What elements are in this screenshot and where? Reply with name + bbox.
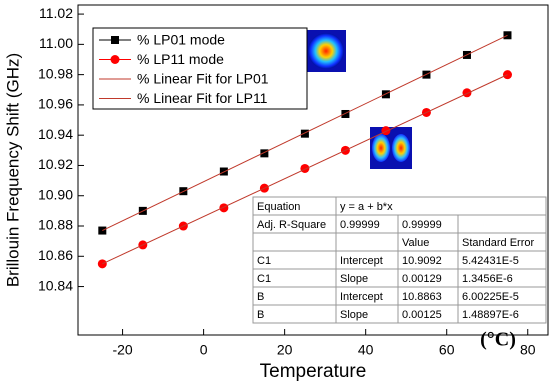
y-tick-label: 10.84 bbox=[38, 277, 73, 293]
fit-line bbox=[102, 74, 508, 265]
table-cell: 0.99999 bbox=[402, 219, 442, 231]
y-tick-label: 10.94 bbox=[38, 126, 73, 142]
table-cell: B bbox=[257, 309, 264, 321]
table-cell: Slope bbox=[340, 273, 368, 285]
y-tick-label: 11.00 bbox=[39, 35, 73, 51]
table-cell: C1 bbox=[257, 273, 271, 285]
data-point bbox=[260, 149, 269, 158]
table-cell: 1.3456E-6 bbox=[462, 273, 513, 285]
fit-table: Equation y = a + b*x Adj. R-Square 0.99999 0… bbox=[252, 196, 547, 324]
table-cell: Standard Error bbox=[462, 237, 534, 249]
y-tick-label: 10.92 bbox=[38, 156, 73, 172]
y-tick-label: 10.96 bbox=[38, 96, 73, 112]
y-tick-label: 10.90 bbox=[38, 186, 73, 202]
table-cell: 0.00125 bbox=[402, 309, 442, 321]
data-point bbox=[300, 129, 309, 138]
table-cell: Intercept bbox=[340, 291, 383, 303]
legend-label: % Linear Fit for LP01 bbox=[137, 71, 269, 87]
table-cell: Slope bbox=[340, 309, 368, 321]
lp11-mode-image bbox=[370, 127, 412, 169]
legend-frame bbox=[92, 27, 308, 110]
table-cell: C1 bbox=[257, 255, 271, 267]
table-cell: y = a + b*x bbox=[340, 201, 393, 213]
table-cell: 10.9092 bbox=[402, 255, 442, 267]
legend-label: % Linear Fit for LP11 bbox=[137, 90, 268, 106]
legend-marker bbox=[111, 36, 119, 44]
table-cell: 0.00129 bbox=[402, 273, 442, 285]
legend-marker bbox=[110, 55, 120, 64]
x-axis-label: Temperature bbox=[260, 361, 367, 382]
x-tick-label: 20 bbox=[277, 342, 293, 358]
table-cell: Adj. R-Square bbox=[257, 219, 326, 231]
x-tick-label: 40 bbox=[358, 342, 374, 358]
data-point bbox=[219, 203, 229, 213]
table-frame bbox=[252, 196, 547, 324]
table-cell: 6.00225E-5 bbox=[462, 291, 519, 303]
unit-annotation: (°C) bbox=[480, 329, 516, 351]
lp01-mode-image bbox=[306, 30, 346, 72]
x-tick-label: 60 bbox=[439, 342, 455, 358]
table-cell: 10.8863 bbox=[402, 291, 442, 303]
table-cell: 5.42431E-5 bbox=[462, 255, 519, 267]
x-tick-label: 0 bbox=[200, 342, 208, 358]
y-tick-label: 10.86 bbox=[38, 247, 73, 263]
table-cell: 1.48897E-6 bbox=[462, 309, 519, 321]
table-cell: Value bbox=[402, 237, 429, 249]
legend: % LP01 mode % LP11 mode % Linear Fit for L… bbox=[92, 27, 308, 110]
table-cell: Intercept bbox=[340, 255, 383, 267]
x-tick-label: 80 bbox=[520, 342, 536, 358]
x-tick-label: -20 bbox=[112, 342, 132, 358]
data-point bbox=[341, 109, 350, 118]
legend-label: % LP11 mode bbox=[137, 51, 224, 67]
plot-frame bbox=[77, 4, 549, 336]
table-cell: 0.99999 bbox=[340, 219, 380, 231]
y-tick-label: 11.02 bbox=[39, 5, 73, 21]
table-cell: Equation bbox=[257, 201, 300, 213]
legend-label: % LP01 mode bbox=[137, 32, 225, 48]
y-axis-label: Brillouin Frequency Shift (GHz) bbox=[3, 53, 22, 287]
table-cell: B bbox=[257, 291, 264, 303]
y-tick-label: 10.88 bbox=[38, 217, 73, 233]
data-point bbox=[300, 163, 310, 173]
y-tick-label: 10.98 bbox=[38, 65, 73, 81]
data-point bbox=[462, 88, 472, 98]
data-point bbox=[381, 126, 391, 136]
fit-line bbox=[102, 34, 508, 232]
